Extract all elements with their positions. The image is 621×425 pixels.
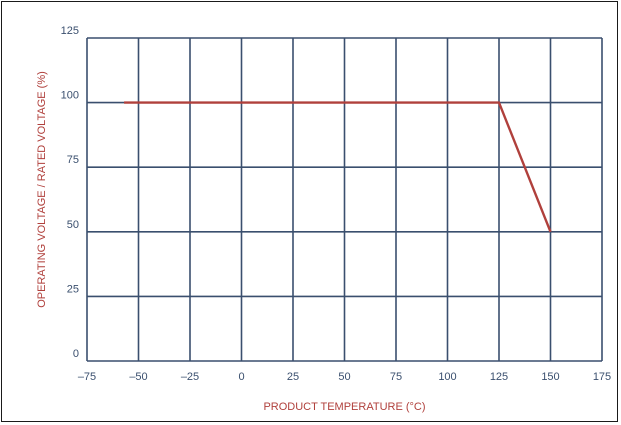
tick-labels: –75 –50 –25 0 25 50 75 100 125 150 175 0 25 50 75 100 12… [61, 25, 612, 383]
y-tick-label: 0 [73, 348, 79, 360]
x-tick-label: 50 [338, 371, 350, 383]
x-tick-label: 0 [238, 371, 244, 383]
x-tick-label: –50 [129, 371, 147, 383]
series-layer [124, 101, 552, 233]
series-line [124, 101, 552, 233]
y-tick-label: 50 [67, 219, 79, 231]
x-tick-label: 100 [438, 371, 456, 383]
x-tick-label: 150 [541, 371, 559, 383]
y-tick-label: 125 [61, 25, 79, 37]
y-tick-label: 75 [67, 154, 79, 166]
y-tick-label: 100 [61, 90, 79, 102]
x-tick-label: 75 [390, 371, 402, 383]
x-tick-label: –25 [181, 371, 199, 383]
x-tick-label: 25 [287, 371, 299, 383]
y-axis-title: OPERATING VOLTAGE / RATED VOLTAGE (%) [36, 71, 48, 308]
x-tick-label: –75 [78, 371, 96, 383]
x-tick-label: 175 [593, 371, 611, 383]
grid [86, 37, 603, 362]
x-axis-title: PRODUCT TEMPERATURE (°C) [263, 401, 425, 413]
x-tick-label: 125 [490, 371, 508, 383]
y-tick-label: 25 [67, 283, 79, 295]
